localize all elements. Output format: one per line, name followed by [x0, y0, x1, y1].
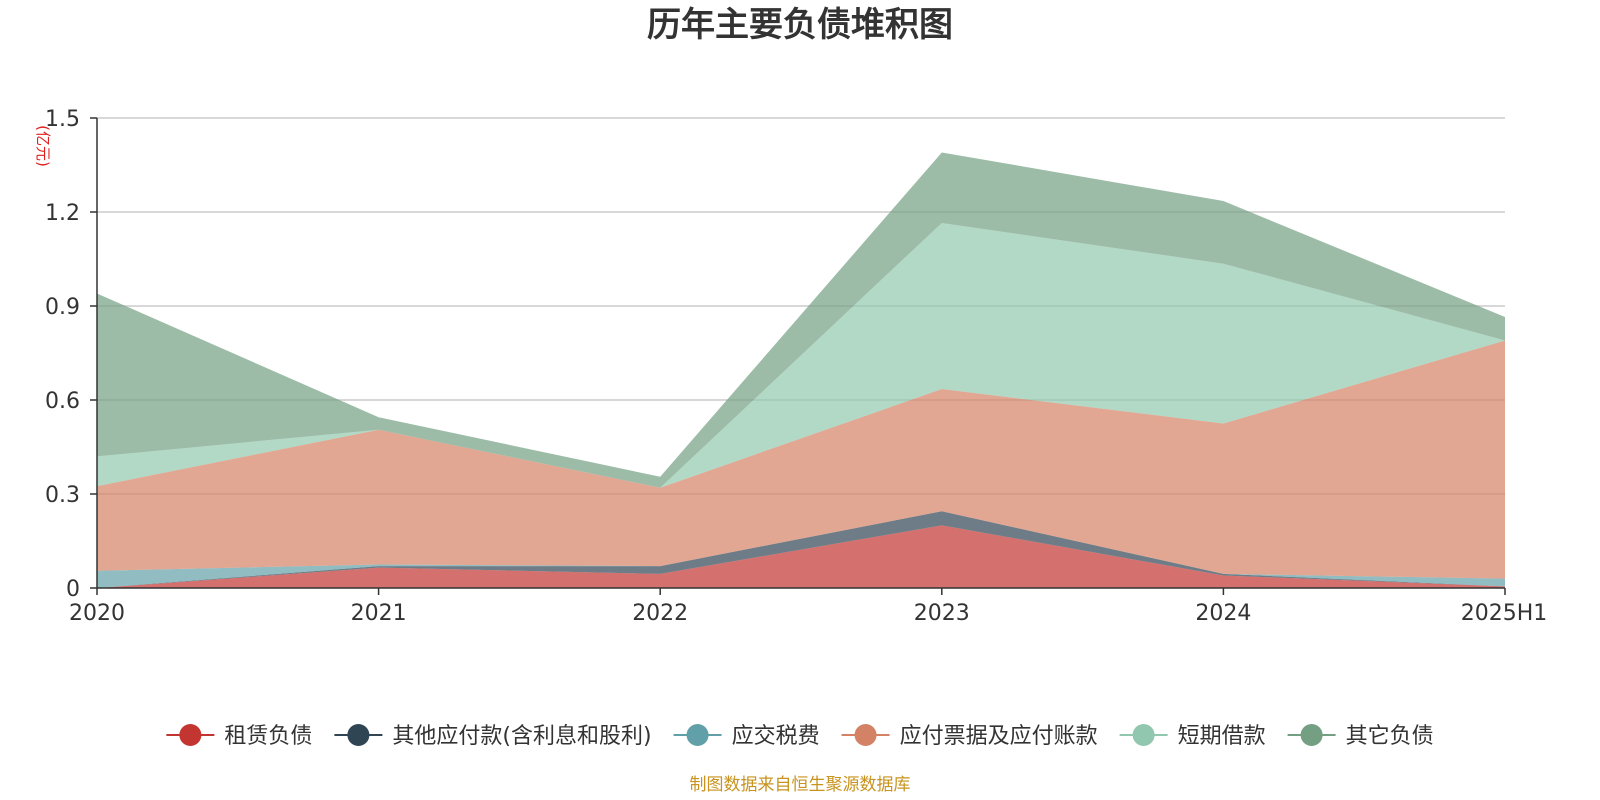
area-series-6[interactable]	[97, 152, 1505, 488]
area-series-2[interactable]	[97, 511, 1505, 588]
area-series	[97, 152, 1505, 588]
x-tick-label: 2022	[632, 601, 688, 626]
area-series-5[interactable]	[97, 222, 1505, 488]
chart-title: 历年主要负债堆积图	[647, 5, 953, 45]
legend-marker	[686, 724, 709, 746]
area-series-4[interactable]	[97, 340, 1505, 579]
legend-label: 其他应付款(含利息和股利)	[392, 724, 651, 749]
legend-label: 应交税费	[732, 724, 820, 749]
legend-item-1[interactable]: 租赁负债	[166, 724, 312, 749]
y-axis-ticks: 0 0.3 0.6 0.9 1.2 1.5	[45, 107, 97, 602]
legend-label: 短期借款	[1178, 724, 1266, 749]
legend-label: 其它负债	[1346, 724, 1434, 749]
x-axis-ticks: 2020 2021 2022 2023 2024 2025H1	[69, 588, 1547, 626]
legend-marker	[179, 724, 202, 746]
legend-item-4[interactable]: 应付票据及应付账款	[841, 724, 1098, 749]
legend-label: 租赁负债	[224, 724, 312, 749]
y-tick-label: 0.9	[45, 295, 80, 320]
x-tick-label: 2023	[914, 601, 970, 626]
legend-item-5[interactable]: 短期借款	[1119, 724, 1266, 749]
area-series-1[interactable]	[97, 525, 1505, 588]
x-tick-label: 2021	[351, 601, 407, 626]
x-tick-label: 2024	[1195, 601, 1251, 626]
legend-item-3[interactable]: 应交税费	[673, 724, 820, 749]
x-tick-label: 2025H1	[1461, 601, 1548, 626]
legend-item-2[interactable]: 其他应付款(含利息和股利)	[334, 724, 652, 749]
axes	[96, 118, 1505, 589]
x-tick-label: 2020	[69, 601, 125, 626]
legend-item-6[interactable]: 其它负债	[1287, 724, 1434, 749]
data-source-note: 制图数据来自恒生聚源数据库	[690, 775, 911, 795]
legend-marker	[854, 724, 877, 746]
legend[interactable]: 租赁负债 其他应付款(含利息和股利) 应交税费 应付票据及应付账款 短期借款 其它负债	[166, 724, 1434, 749]
legend-marker	[1300, 724, 1323, 746]
y-tick-label: 0.3	[45, 483, 80, 508]
y-axis-unit: (亿元)	[34, 125, 52, 167]
legend-marker	[1132, 724, 1155, 746]
y-tick-label: 1.2	[45, 201, 80, 226]
legend-label: 应付票据及应付账款	[900, 724, 1098, 749]
legend-marker	[347, 724, 370, 746]
y-tick-label: 0.6	[45, 389, 80, 414]
y-tick-label: 1.5	[45, 107, 80, 132]
y-tick-label: 0	[66, 577, 80, 602]
